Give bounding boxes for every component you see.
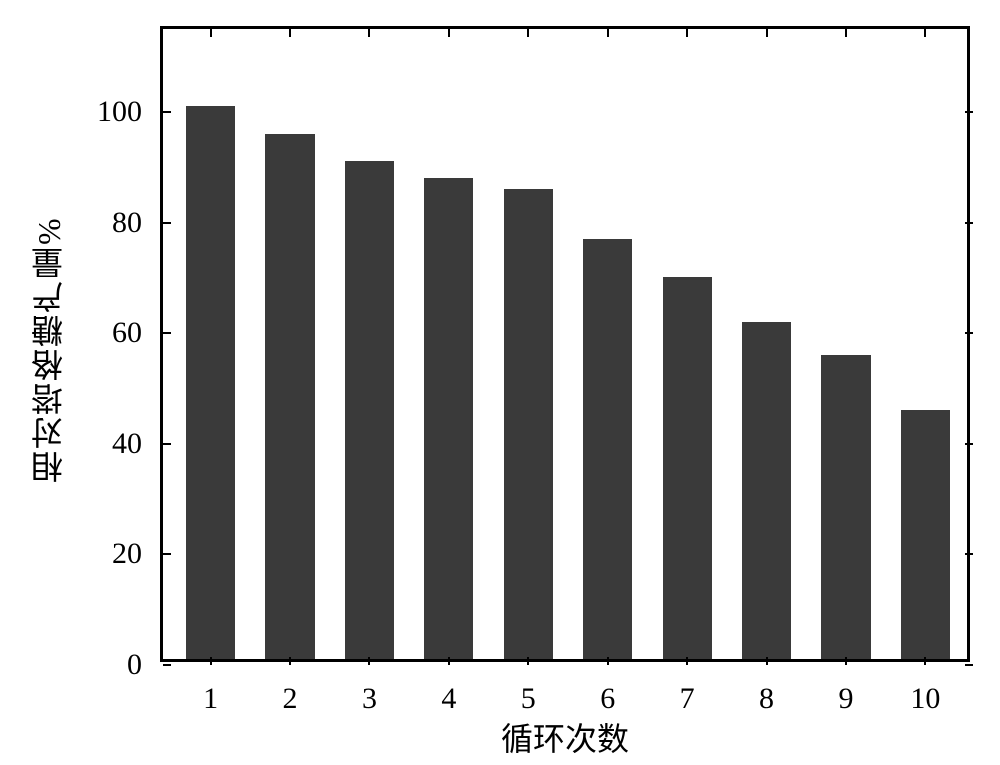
x-tick-mark bbox=[686, 657, 688, 665]
bar bbox=[663, 277, 712, 659]
x-tick-mark bbox=[607, 657, 609, 665]
y-tick-label: 80 bbox=[112, 206, 142, 240]
y-tick-mark bbox=[163, 553, 171, 555]
x-tick-mark bbox=[448, 29, 450, 37]
x-tick-mark bbox=[289, 657, 291, 665]
bar-chart: 相对塔格糖产量% 循环次数 0 20 40 60 80 100 1 2 3 4 5 6 7 8 9 10 bbox=[0, 0, 1000, 765]
x-tick-mark bbox=[210, 657, 212, 665]
y-axis-label: 相对塔格糖产量% bbox=[26, 140, 72, 560]
bar bbox=[424, 178, 473, 659]
y-tick-label: 100 bbox=[97, 95, 142, 129]
y-tick-mark bbox=[965, 553, 973, 555]
plot-area bbox=[163, 29, 967, 659]
bar bbox=[186, 106, 235, 659]
x-tick-mark bbox=[845, 29, 847, 37]
x-tick-mark bbox=[607, 29, 609, 37]
y-tick-mark bbox=[965, 664, 973, 666]
x-tick-mark bbox=[448, 657, 450, 665]
x-tick-mark bbox=[527, 29, 529, 37]
x-tick-label: 4 bbox=[441, 682, 456, 716]
bar bbox=[742, 322, 791, 659]
y-tick-mark bbox=[965, 443, 973, 445]
bar bbox=[504, 189, 553, 659]
plot-frame bbox=[160, 26, 970, 662]
x-tick-label: 3 bbox=[362, 682, 377, 716]
x-tick-mark bbox=[766, 657, 768, 665]
x-tick-label: 7 bbox=[680, 682, 695, 716]
x-tick-mark bbox=[368, 657, 370, 665]
bar bbox=[821, 355, 870, 659]
y-tick-mark bbox=[965, 111, 973, 113]
x-tick-mark bbox=[924, 657, 926, 665]
x-tick-label: 9 bbox=[838, 682, 853, 716]
x-tick-label: 2 bbox=[283, 682, 298, 716]
x-tick-label: 10 bbox=[910, 682, 940, 716]
x-tick-mark bbox=[210, 29, 212, 37]
y-tick-mark bbox=[965, 332, 973, 334]
y-tick-mark bbox=[163, 222, 171, 224]
x-tick-mark bbox=[845, 657, 847, 665]
x-tick-mark bbox=[527, 657, 529, 665]
x-tick-label: 6 bbox=[600, 682, 615, 716]
x-tick-mark bbox=[766, 29, 768, 37]
x-tick-mark bbox=[368, 29, 370, 37]
y-tick-label: 0 bbox=[127, 648, 142, 682]
bar bbox=[583, 239, 632, 659]
y-tick-label: 40 bbox=[112, 427, 142, 461]
x-tick-mark bbox=[686, 29, 688, 37]
bar bbox=[901, 410, 950, 659]
bar bbox=[265, 134, 314, 659]
y-tick-mark bbox=[163, 111, 171, 113]
x-tick-mark bbox=[289, 29, 291, 37]
x-tick-label: 5 bbox=[521, 682, 536, 716]
y-tick-mark bbox=[163, 443, 171, 445]
y-tick-mark bbox=[965, 222, 973, 224]
bar bbox=[345, 161, 394, 659]
x-axis-label: 循环次数 bbox=[160, 714, 970, 760]
y-tick-mark bbox=[163, 664, 171, 666]
x-tick-label: 1 bbox=[203, 682, 218, 716]
x-tick-mark bbox=[924, 29, 926, 37]
y-tick-label: 60 bbox=[112, 316, 142, 350]
y-tick-mark bbox=[163, 332, 171, 334]
y-tick-label: 20 bbox=[112, 537, 142, 571]
x-tick-label: 8 bbox=[759, 682, 774, 716]
